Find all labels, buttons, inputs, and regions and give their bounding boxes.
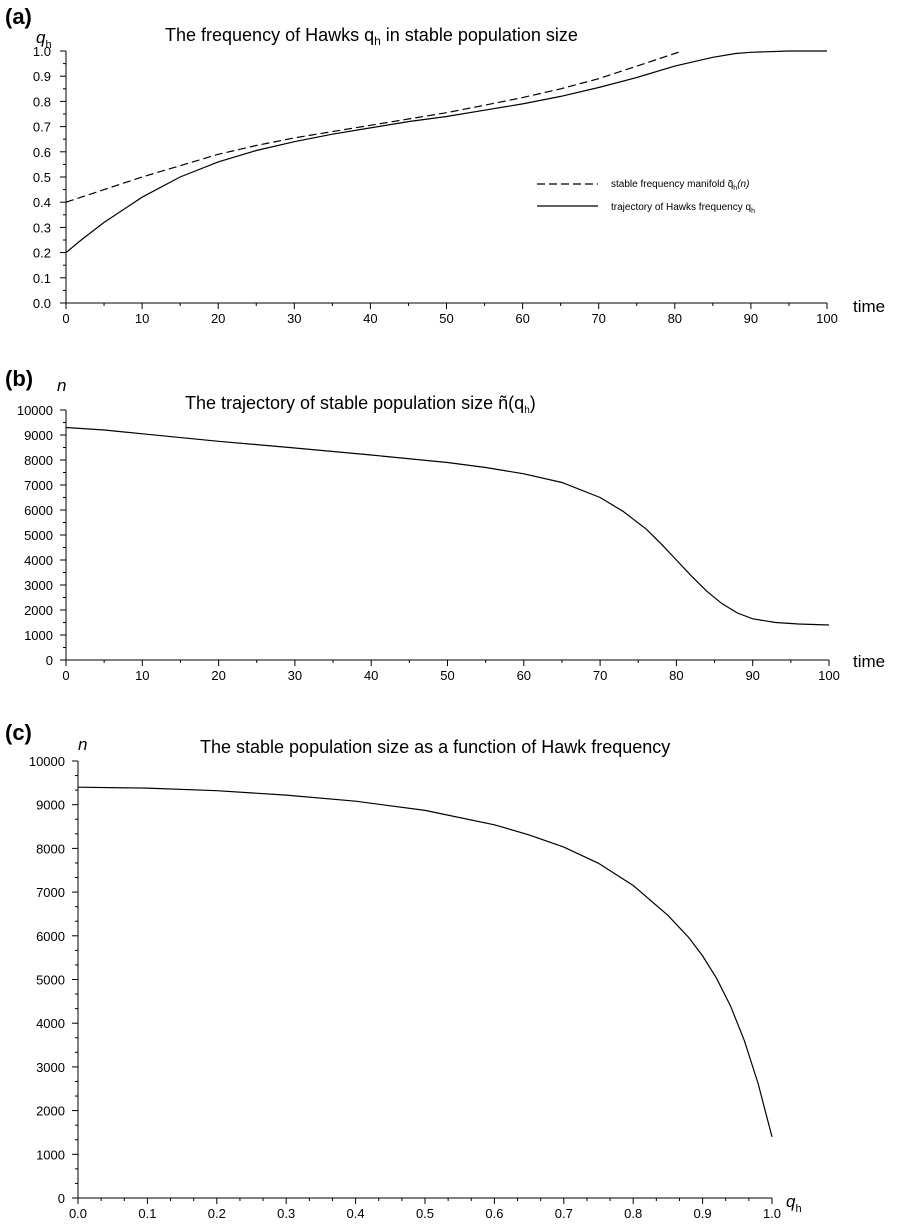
y-tick-label: 0 [58, 1191, 65, 1206]
y-tick-label: 7000 [36, 885, 65, 900]
panel-c-xlabel: qh [786, 1192, 802, 1215]
panel-b-xlabel: time [853, 652, 885, 671]
y-tick-label: 0.1 [33, 271, 51, 286]
y-tick-label: 0.8 [33, 94, 51, 109]
panel-b: (b) n The trajectory of stable populatio… [5, 366, 885, 683]
x-tick-label: 100 [818, 668, 840, 683]
x-tick-label: 0 [62, 668, 69, 683]
panel-b-ylabel: n [57, 376, 66, 395]
x-tick-label: 10 [135, 668, 149, 683]
x-tick-label: 70 [593, 668, 607, 683]
panel-a-series [65, 50, 827, 254]
x-tick-label: 100 [816, 311, 838, 326]
x-tick-label: 40 [364, 668, 378, 683]
y-tick-label: 4000 [24, 553, 53, 568]
panel-c: (c) n The stable population size as a fu… [5, 720, 802, 1221]
y-tick-label: 0 [46, 653, 53, 668]
x-tick-label: 0.3 [277, 1206, 295, 1221]
y-tick-label: 0.0 [33, 296, 51, 311]
y-tick-label: 0.7 [33, 120, 51, 135]
x-tick-label: 40 [363, 311, 377, 326]
panel-a-title: The frequency of Hawks qh in stable popu… [165, 25, 578, 48]
x-tick-label: 80 [669, 668, 683, 683]
x-tick-label: 0.5 [416, 1206, 434, 1221]
y-tick-label: 1.0 [33, 44, 51, 59]
panel-b-series [65, 426, 830, 626]
panel-c-ticks: 0.0 0.1 0.2 0.3 0.4 0.5 0.6 0.7 0.8 0.9 1.0 0 1000 20… [29, 754, 781, 1221]
x-tick-label: 10 [135, 311, 149, 326]
y-tick-label: 1000 [36, 1147, 65, 1162]
x-tick-label: 60 [517, 668, 531, 683]
series-line-b-trajectory [65, 426, 830, 626]
y-tick-label: 10000 [29, 754, 65, 769]
y-tick-label: 0.9 [33, 69, 51, 84]
x-tick-label: 90 [744, 311, 758, 326]
x-tick-label: 50 [439, 311, 453, 326]
y-tick-label: 2000 [24, 603, 53, 618]
x-tick-label: 50 [440, 668, 454, 683]
y-tick-label: 8000 [36, 841, 65, 856]
x-tick-label: 0.4 [347, 1206, 365, 1221]
panel-a-xlabel: time [853, 297, 885, 316]
x-tick-label: 0.7 [555, 1206, 573, 1221]
panel-b-label: (b) [5, 366, 33, 391]
y-tick-label: 10000 [17, 403, 53, 418]
panel-c-title: The stable population size as a function… [200, 737, 670, 757]
y-tick-label: 5000 [24, 528, 53, 543]
panel-a: (a) qh The frequency of Hawks qh in stab… [5, 4, 885, 326]
series-line-a-manifold [65, 50, 683, 203]
series-line-c-trajectory [77, 786, 773, 1137]
x-tick-label: 20 [211, 668, 225, 683]
x-tick-label: 70 [591, 311, 605, 326]
y-tick-label: 7000 [24, 478, 53, 493]
panel-a-ylabel: qh [36, 28, 52, 51]
legend-entry-manifold: stable frequency manifold q̃h(n) [611, 179, 749, 192]
panel-a-legend: stable frequency manifold q̃h(n) traject… [537, 179, 755, 215]
y-tick-label: 0.4 [33, 195, 51, 210]
panel-c-series [77, 786, 773, 1137]
y-tick-label: 3000 [24, 578, 53, 593]
series-line-a-trajectory [65, 50, 827, 254]
x-tick-label: 1.0 [763, 1206, 781, 1221]
y-tick-label: 5000 [36, 973, 65, 988]
x-tick-label: 0.0 [69, 1206, 87, 1221]
y-tick-label: 0.5 [33, 170, 51, 185]
x-tick-label: 0 [62, 311, 69, 326]
x-tick-label: 30 [287, 311, 301, 326]
x-tick-label: 90 [745, 668, 759, 683]
y-tick-label: 1000 [24, 628, 53, 643]
y-tick-label: 3000 [36, 1060, 65, 1075]
panel-b-ticks: 0 10 20 30 40 50 60 70 80 90 100010002000300040005… [17, 403, 840, 683]
panel-c-ylabel: n [78, 735, 87, 754]
panel-c-label: (c) [5, 720, 32, 745]
panel-a-ticks: 0 10 20 30 40 50 60 70 80 90 100 0.0 0.1 0.2 0.3 0.4 0.5… [33, 44, 838, 326]
panel-a-label: (a) [5, 4, 32, 29]
x-tick-label: 20 [211, 311, 225, 326]
y-tick-label: 6000 [24, 503, 53, 518]
y-tick-label: 8000 [24, 453, 53, 468]
x-tick-label: 30 [288, 668, 302, 683]
y-tick-label: 0.3 [33, 220, 51, 235]
x-tick-label: 0.1 [138, 1206, 156, 1221]
y-tick-label: 0.6 [33, 145, 51, 160]
x-tick-label: 0.9 [694, 1206, 712, 1221]
y-tick-label: 9000 [36, 798, 65, 813]
x-tick-label: 80 [668, 311, 682, 326]
x-tick-label: 60 [515, 311, 529, 326]
y-tick-label: 2000 [36, 1104, 65, 1119]
y-tick-label: 0.2 [33, 246, 51, 261]
y-tick-label: 9000 [24, 428, 53, 443]
legend-entry-trajectory: trajectory of Hawks frequency qh [611, 202, 755, 215]
x-tick-label: 0.6 [485, 1206, 503, 1221]
panel-b-title: The trajectory of stable population size… [185, 393, 536, 416]
x-tick-label: 0.2 [208, 1206, 226, 1221]
x-tick-label: 0.8 [624, 1206, 642, 1221]
y-tick-label: 4000 [36, 1016, 65, 1031]
y-tick-label: 6000 [36, 929, 65, 944]
